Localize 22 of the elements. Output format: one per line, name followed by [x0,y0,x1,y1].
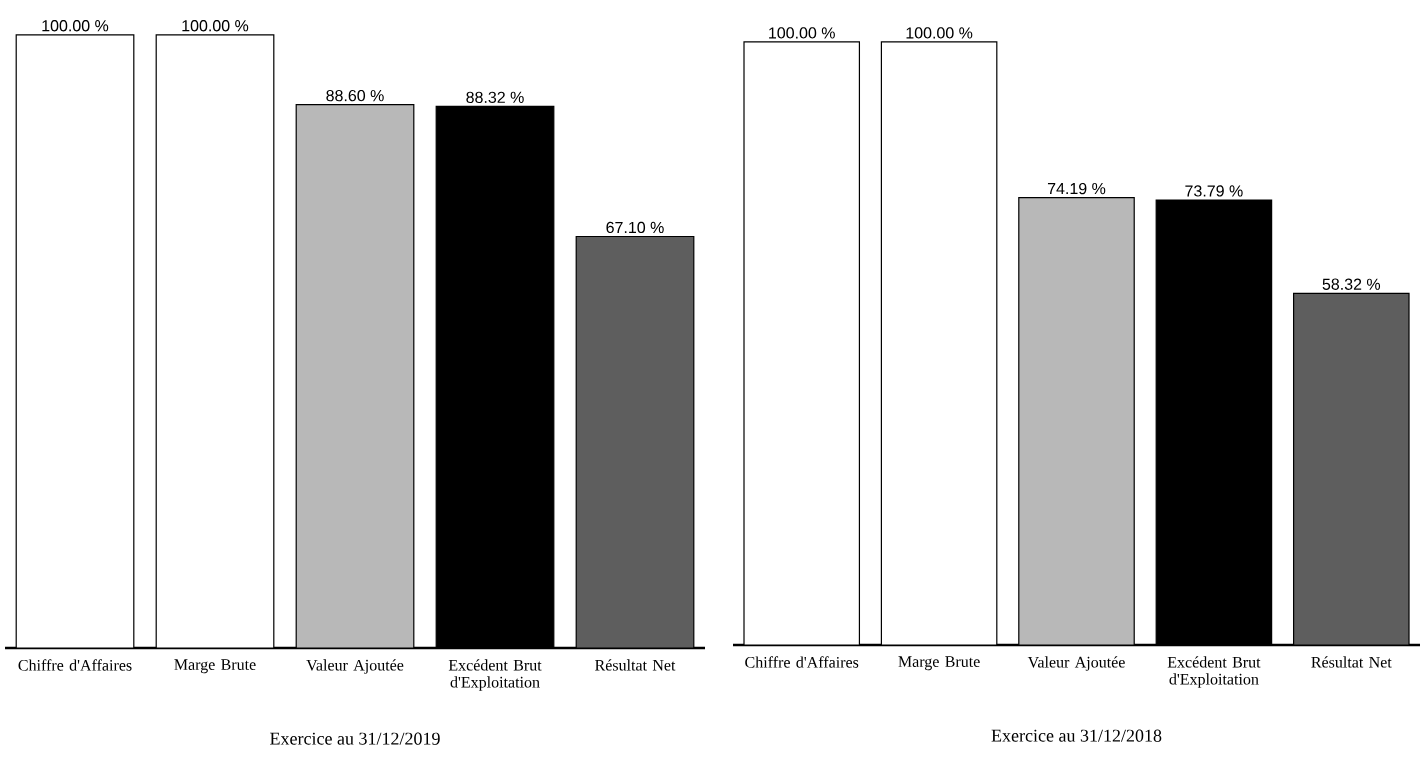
data-label: 67.10 % [606,221,664,234]
x-tick-label: Résultat Net [595,659,676,671]
data-label: 58.32 % [1322,278,1381,290]
x-tick-label: Résultat Net [1311,656,1392,668]
x-tick-label: Marge Brute [898,656,980,671]
x-tick-label: Chiffre d'Affaires [18,659,132,671]
x-tick-label: Valeur Ajoutée [1027,656,1125,671]
data-label: 74.19 % [1047,182,1106,195]
x-tick-label: Excédent Brut d'Exploitation [1167,656,1261,688]
data-label: 100.00 % [182,20,249,32]
data-label: 88.60 % [326,89,384,102]
x-tick-label: Excédent Brut d'Exploitation [448,659,542,691]
x-tick-label: Valeur Ajoutée [306,659,404,674]
x-tick-label: Marge Brute [174,659,256,674]
data-label: 100.00 % [906,27,973,39]
x-axis-title: Exercice au 31/12/2019 [270,732,440,745]
data-label: 100.00 % [42,20,109,32]
x-tick-label: Chiffre d'Affaires [745,656,859,668]
data-label: 100.00 % [769,27,835,39]
data-label: 88.32 % [466,91,524,103]
x-axis-title: Exercice au 31/12/2018 [991,729,1162,742]
data-label: 73.79 % [1185,185,1243,197]
